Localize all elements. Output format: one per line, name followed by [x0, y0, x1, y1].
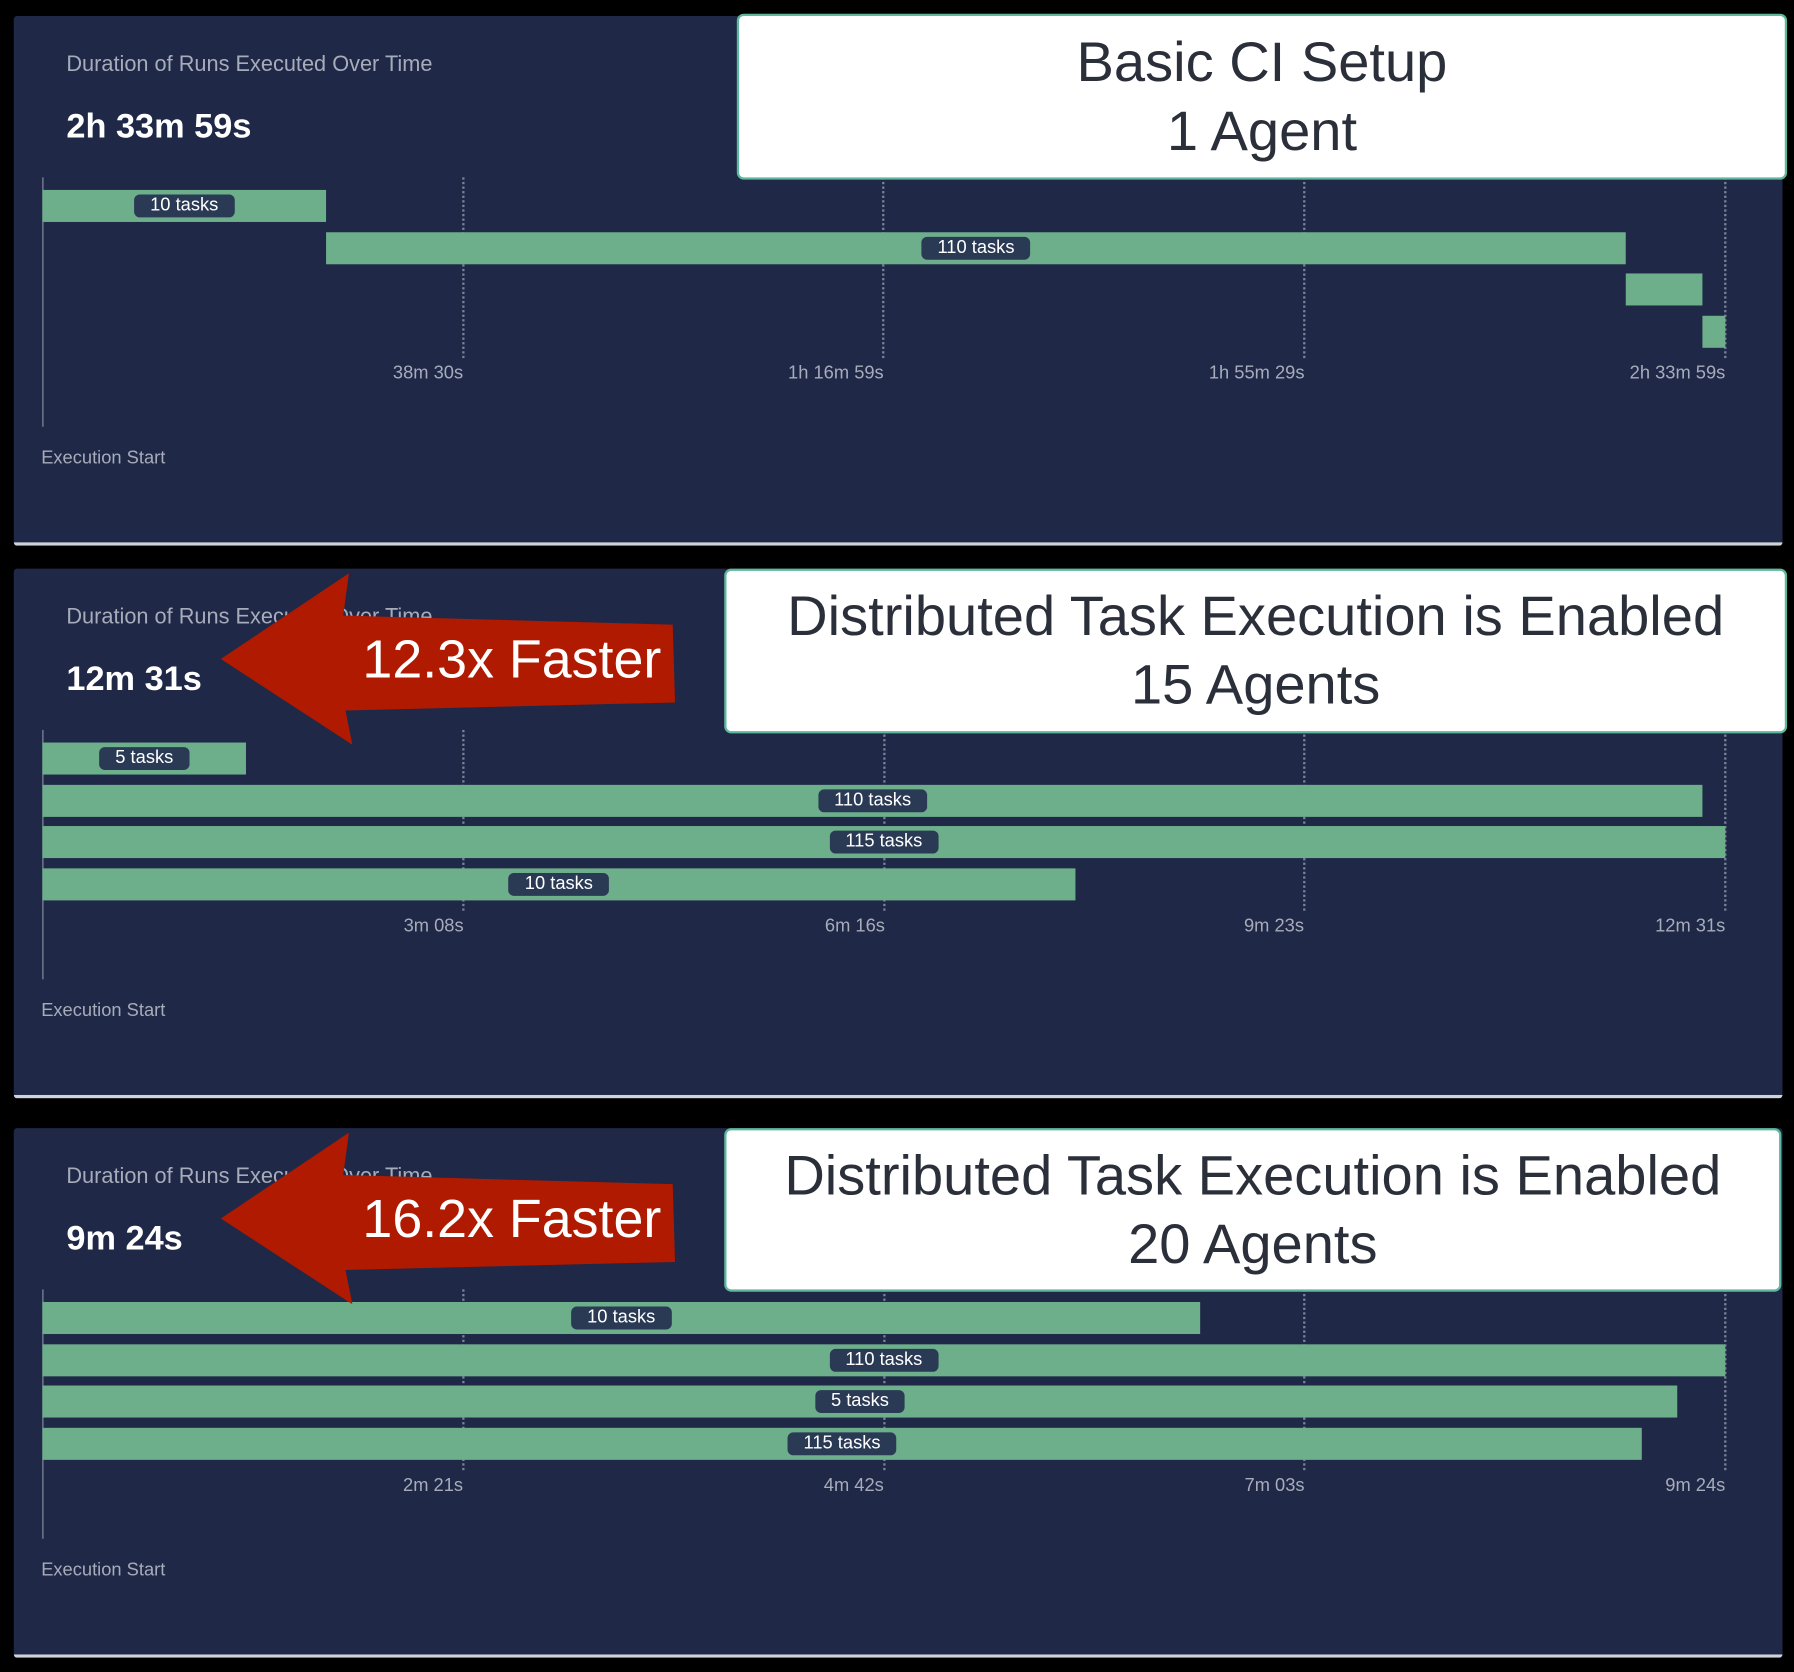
speedup-label: 12.3x Faster	[362, 628, 662, 689]
total-duration: 12m 31s	[66, 660, 202, 698]
callout-line-2: 15 Agents	[1130, 654, 1381, 717]
callout-line-1: Distributed Task Execution is Enabled	[784, 1144, 1722, 1207]
run-bar[interactable]: 5 tasks	[42, 742, 247, 775]
bar-task-label: 115 tasks	[787, 1431, 897, 1455]
bar-task-label: 10 tasks	[508, 872, 609, 896]
bar-task-label: 10 tasks	[134, 194, 235, 218]
x-tick-label: 3m 08s	[403, 916, 464, 936]
gridline	[883, 729, 887, 911]
x-tick-label: 1h 55m 29s	[1208, 363, 1305, 384]
bar-task-label: 10 tasks	[571, 1306, 672, 1330]
run-bar[interactable]: 10 tasks	[42, 1301, 1201, 1335]
bar-task-label: 110 tasks	[829, 1348, 939, 1372]
run-bar[interactable]: 10 tasks	[42, 189, 327, 222]
bar-task-label: 110 tasks	[921, 236, 1031, 260]
callout-line-2: 1 Agent	[1166, 100, 1358, 162]
gridline	[882, 1289, 885, 1471]
setup-callout: Basic CI Setup 1 Agent	[736, 13, 1788, 180]
callout-line-1: Basic CI Setup	[1076, 31, 1448, 94]
bar-task-label: 5 tasks	[99, 747, 190, 770]
execution-start-label: Execution Start	[41, 448, 166, 468]
setup-callout: Distributed Task Execution is Enabled 15 …	[724, 568, 1788, 734]
gridline	[1303, 1289, 1306, 1471]
gridline	[462, 729, 465, 911]
callout-line-2: 20 Agents	[1128, 1213, 1378, 1276]
run-bar[interactable]: 110 tasks	[326, 231, 1626, 264]
bar-task-label: 5 tasks	[814, 1390, 905, 1413]
y-axis-line	[42, 177, 44, 427]
gridline	[1303, 177, 1306, 359]
run-bar[interactable]: 115 tasks	[42, 1427, 1642, 1460]
x-tick-label: 9m 23s	[1243, 916, 1304, 936]
gridline	[1724, 1289, 1727, 1471]
speedup-label: 16.2x Faster	[362, 1187, 662, 1249]
run-bar[interactable]: 110 tasks	[42, 1343, 1726, 1376]
gridline	[1302, 729, 1306, 911]
total-duration: 9m 24s	[66, 1219, 183, 1258]
x-tick-label: 7m 03s	[1244, 1475, 1305, 1496]
x-tick-label: 2m 21s	[403, 1475, 464, 1496]
callout-line-1: Distributed Task Execution is Enabled	[787, 585, 1725, 648]
bar-task-label: 115 tasks	[829, 830, 939, 854]
x-tick-label: 38m 30s	[392, 363, 464, 384]
gridline	[461, 1289, 465, 1471]
x-tick-label: 1h 16m 59s	[788, 363, 884, 384]
gridline	[1724, 177, 1727, 359]
execution-start-label: Execution Start	[41, 1560, 166, 1581]
gridline	[882, 177, 885, 359]
chart-title: Duration of Runs Executed Over Time	[66, 52, 433, 77]
gridline	[1724, 729, 1727, 911]
x-tick-label: 6m 16s	[824, 916, 885, 936]
run-bar[interactable]: 110 tasks	[42, 784, 1703, 817]
execution-start-label: Execution Start	[41, 1001, 166, 1021]
run-bar[interactable]	[1625, 273, 1703, 306]
gridline	[461, 177, 465, 359]
total-duration: 2h 33m 59s	[66, 107, 252, 146]
run-bar[interactable]: 115 tasks	[42, 826, 1726, 859]
bar-task-label: 110 tasks	[818, 788, 928, 812]
run-bar[interactable]	[1702, 315, 1726, 348]
x-tick-label: 12m 31s	[1655, 916, 1726, 936]
x-tick-label: 2h 33m 59s	[1629, 363, 1726, 384]
run-bar[interactable]: 5 tasks	[42, 1385, 1678, 1418]
x-tick-label: 4m 42s	[823, 1475, 884, 1496]
setup-callout: Distributed Task Execution is Enabled 20 …	[724, 1128, 1782, 1292]
run-bar[interactable]: 10 tasks	[42, 867, 1076, 900]
x-tick-label: 9m 24s	[1665, 1475, 1726, 1496]
